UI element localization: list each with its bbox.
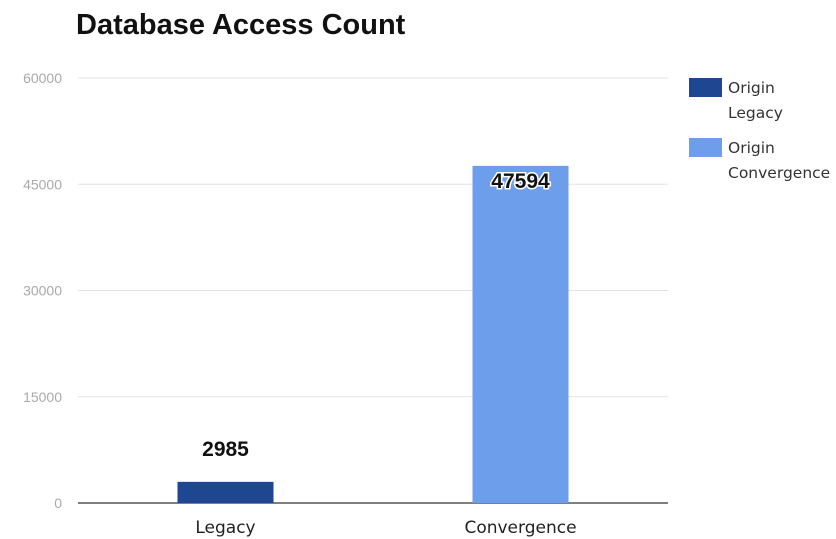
- x-category-label: Legacy: [195, 518, 255, 538]
- x-axis-categories: Legacy Convergence: [195, 518, 576, 538]
- bars: [177, 165, 569, 503]
- legend-swatch: [689, 78, 722, 97]
- x-category-label: Convergence: [464, 518, 576, 538]
- data-label: 47594: [491, 170, 550, 193]
- y-tick-label: 0: [54, 495, 62, 511]
- y-axis-ticks: 0 15000 30000 45000 60000: [23, 70, 62, 511]
- bar-convergence: [472, 165, 569, 503]
- chart-title: Database Access Count: [76, 9, 406, 41]
- y-tick-label: 60000: [23, 70, 62, 86]
- y-tick-label: 15000: [23, 389, 62, 405]
- y-tick-label: 45000: [23, 176, 62, 192]
- legend-label: Legacy: [728, 104, 783, 122]
- data-labels: 2985 47594: [202, 168, 551, 461]
- legend: Origin Legacy Origin Convergence: [689, 78, 830, 182]
- legend-label: Convergence: [728, 164, 830, 182]
- data-label: 2985: [202, 438, 249, 461]
- legend-swatch: [689, 138, 722, 157]
- legend-label: Origin: [728, 139, 775, 157]
- gridlines: [78, 77, 668, 504]
- legend-label: Origin: [728, 79, 775, 97]
- bar-legacy: [177, 481, 274, 503]
- y-tick-label: 30000: [23, 283, 62, 299]
